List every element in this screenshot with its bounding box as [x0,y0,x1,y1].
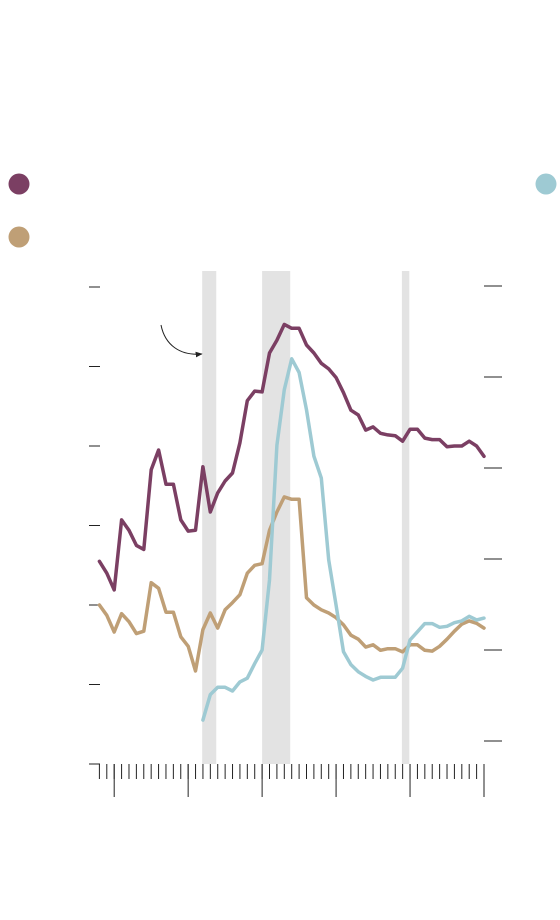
series-line [201,357,486,722]
legend-swatch [8,226,30,248]
shaded-period [202,271,217,764]
legend-swatch [535,173,557,195]
series-line [97,495,486,673]
legend-swatch [8,173,30,195]
annotation-arrow [160,324,203,358]
series-line [97,322,486,592]
shaded-period [401,271,410,764]
